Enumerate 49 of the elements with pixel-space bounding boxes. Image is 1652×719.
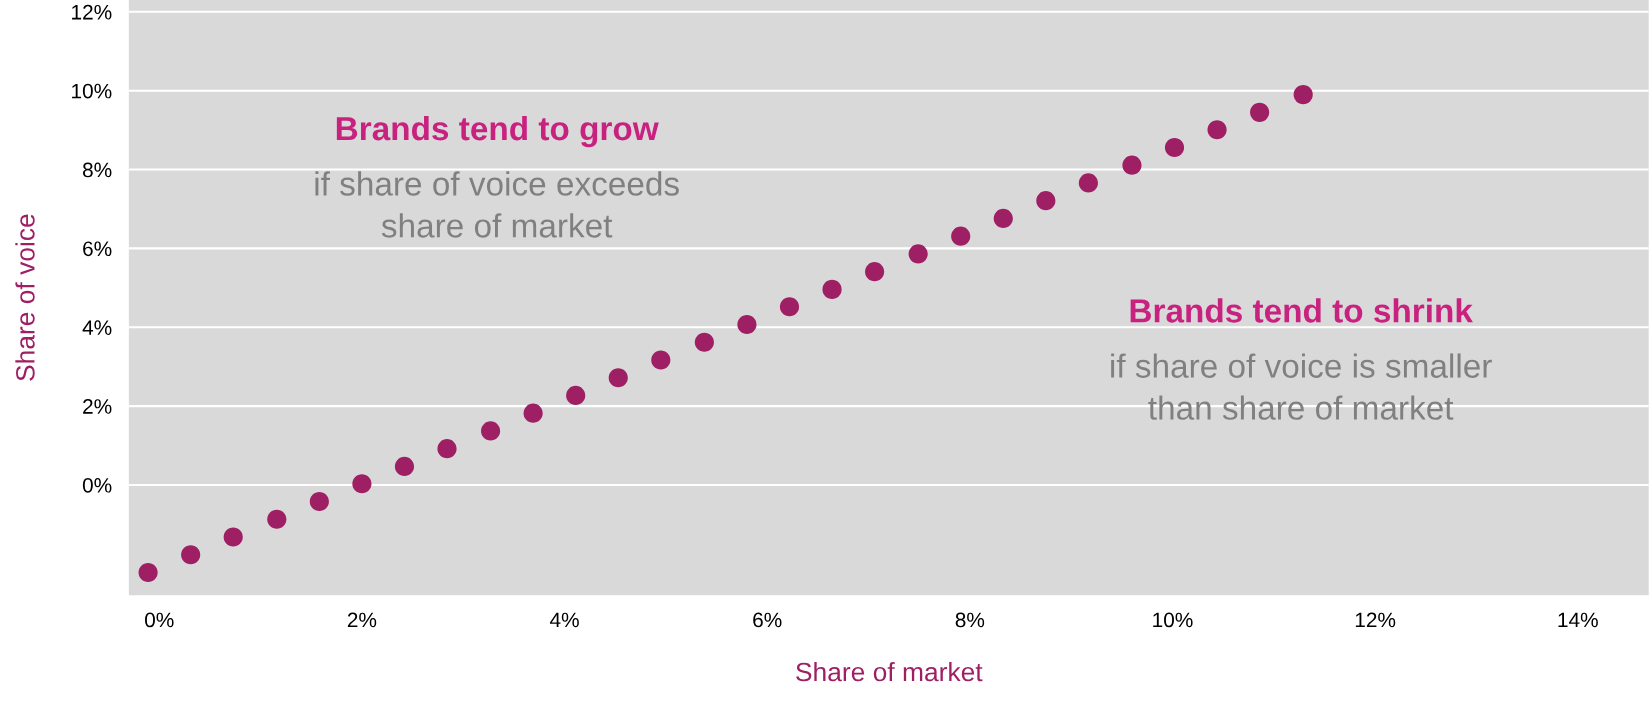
point — [481, 421, 501, 441]
point — [223, 527, 243, 547]
x-tick-label: 10% — [1153, 612, 1193, 628]
point — [779, 297, 800, 317]
annotation: if share of voice is smaller than share of market — [1111, 353, 1492, 420]
x-tick-label: 2% — [347, 612, 377, 628]
x-tick-label: 6% — [753, 612, 782, 628]
y-tick-label: 8% — [82, 162, 112, 178]
point — [566, 385, 586, 406]
point — [1036, 191, 1056, 211]
point — [694, 332, 714, 352]
point — [309, 491, 329, 512]
annotation: if share of voice exceeds share of market — [315, 171, 679, 238]
point — [1078, 173, 1098, 193]
point — [181, 545, 201, 565]
point — [951, 226, 971, 246]
x-tick-label: 14% — [1558, 612, 1598, 628]
point — [1250, 102, 1270, 122]
annotation: Brands tend to grow — [336, 115, 659, 148]
point — [1207, 120, 1227, 140]
point — [138, 562, 158, 583]
point — [437, 439, 457, 459]
annotation: Brands tend to shrink — [1130, 298, 1473, 323]
point — [908, 244, 928, 264]
point — [651, 350, 671, 370]
point — [608, 368, 628, 388]
y-tick-label: 12% — [72, 4, 112, 20]
point — [352, 474, 372, 494]
y-tick-label: 2% — [83, 399, 112, 414]
point — [523, 403, 543, 423]
y-tick-label: 0% — [82, 477, 112, 493]
x-axis-title: Share of market — [796, 661, 983, 682]
point — [865, 262, 885, 282]
y-tick-label: 6% — [83, 241, 112, 257]
point — [737, 314, 757, 335]
point — [267, 509, 287, 529]
x-tick-label: 8% — [955, 612, 985, 628]
x-tick-label: 4% — [549, 612, 579, 628]
y-axis-title: Share of voice — [15, 214, 35, 381]
point — [394, 456, 415, 476]
y-tick-label: 4% — [82, 320, 112, 335]
point — [1293, 85, 1313, 105]
y-tick-label: 10% — [72, 83, 112, 99]
x-tick-label: 12% — [1355, 612, 1396, 628]
point — [1164, 137, 1185, 158]
x-tick-label: 0% — [145, 612, 174, 628]
point — [993, 208, 1013, 228]
point — [822, 279, 842, 299]
point — [1122, 155, 1142, 175]
